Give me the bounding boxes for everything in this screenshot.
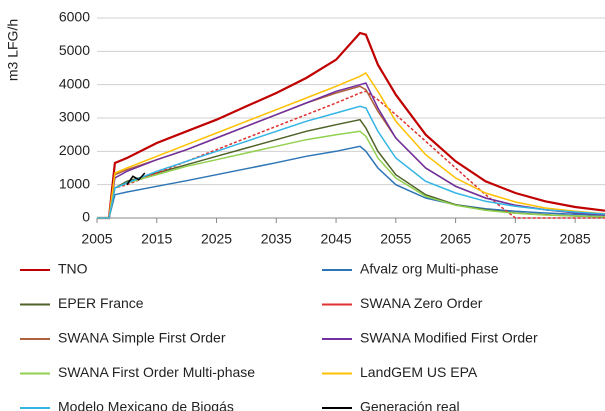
x-tick-label: 2015 xyxy=(141,231,172,247)
legend-label: Modelo Mexicano de Biogás xyxy=(58,399,234,411)
x-tick-label: 2025 xyxy=(201,231,232,247)
series-line xyxy=(97,118,605,219)
legend-label: SWANA Modified First Order xyxy=(360,330,538,346)
series-line xyxy=(97,85,605,219)
legend-label: Generación real xyxy=(360,399,460,411)
y-tick-label: 5000 xyxy=(59,42,90,58)
x-tick-label: 2035 xyxy=(261,231,292,247)
y-tick-label: 2000 xyxy=(59,142,90,158)
series-line xyxy=(97,105,605,219)
x-tick-label: 2065 xyxy=(440,231,471,247)
x-tick-label: 2075 xyxy=(500,231,531,247)
y-tick-label: 0 xyxy=(82,209,90,225)
series-line xyxy=(97,130,605,219)
series-line xyxy=(126,172,146,186)
x-tick-label: 2005 xyxy=(81,231,112,247)
y-tick-label: 6000 xyxy=(59,9,90,25)
series-line xyxy=(97,31,605,220)
series-line xyxy=(97,82,605,219)
series-line xyxy=(97,72,605,219)
y-tick-label: 3000 xyxy=(59,109,90,125)
y-tick-label: 4000 xyxy=(59,75,90,91)
legend-label: SWANA Simple First Order xyxy=(58,330,226,346)
legend-label: TNO xyxy=(58,261,88,277)
legend-label: SWANA First Order Multi-phase xyxy=(58,364,255,380)
x-tick-label: 2055 xyxy=(380,231,411,247)
legend-label: EPER France xyxy=(58,295,144,311)
x-tick-label: 2085 xyxy=(560,231,591,247)
x-tick-label: 2045 xyxy=(320,231,351,247)
legend-label: LandGEM US EPA xyxy=(360,364,478,380)
series-line xyxy=(97,145,605,219)
y-tick-label: 1000 xyxy=(59,175,90,191)
legend-label: Afvalz org Multi-phase xyxy=(360,261,499,277)
y-axis-label: m3 LFG/h xyxy=(5,19,21,81)
legend-label: SWANA Zero Order xyxy=(360,295,483,311)
